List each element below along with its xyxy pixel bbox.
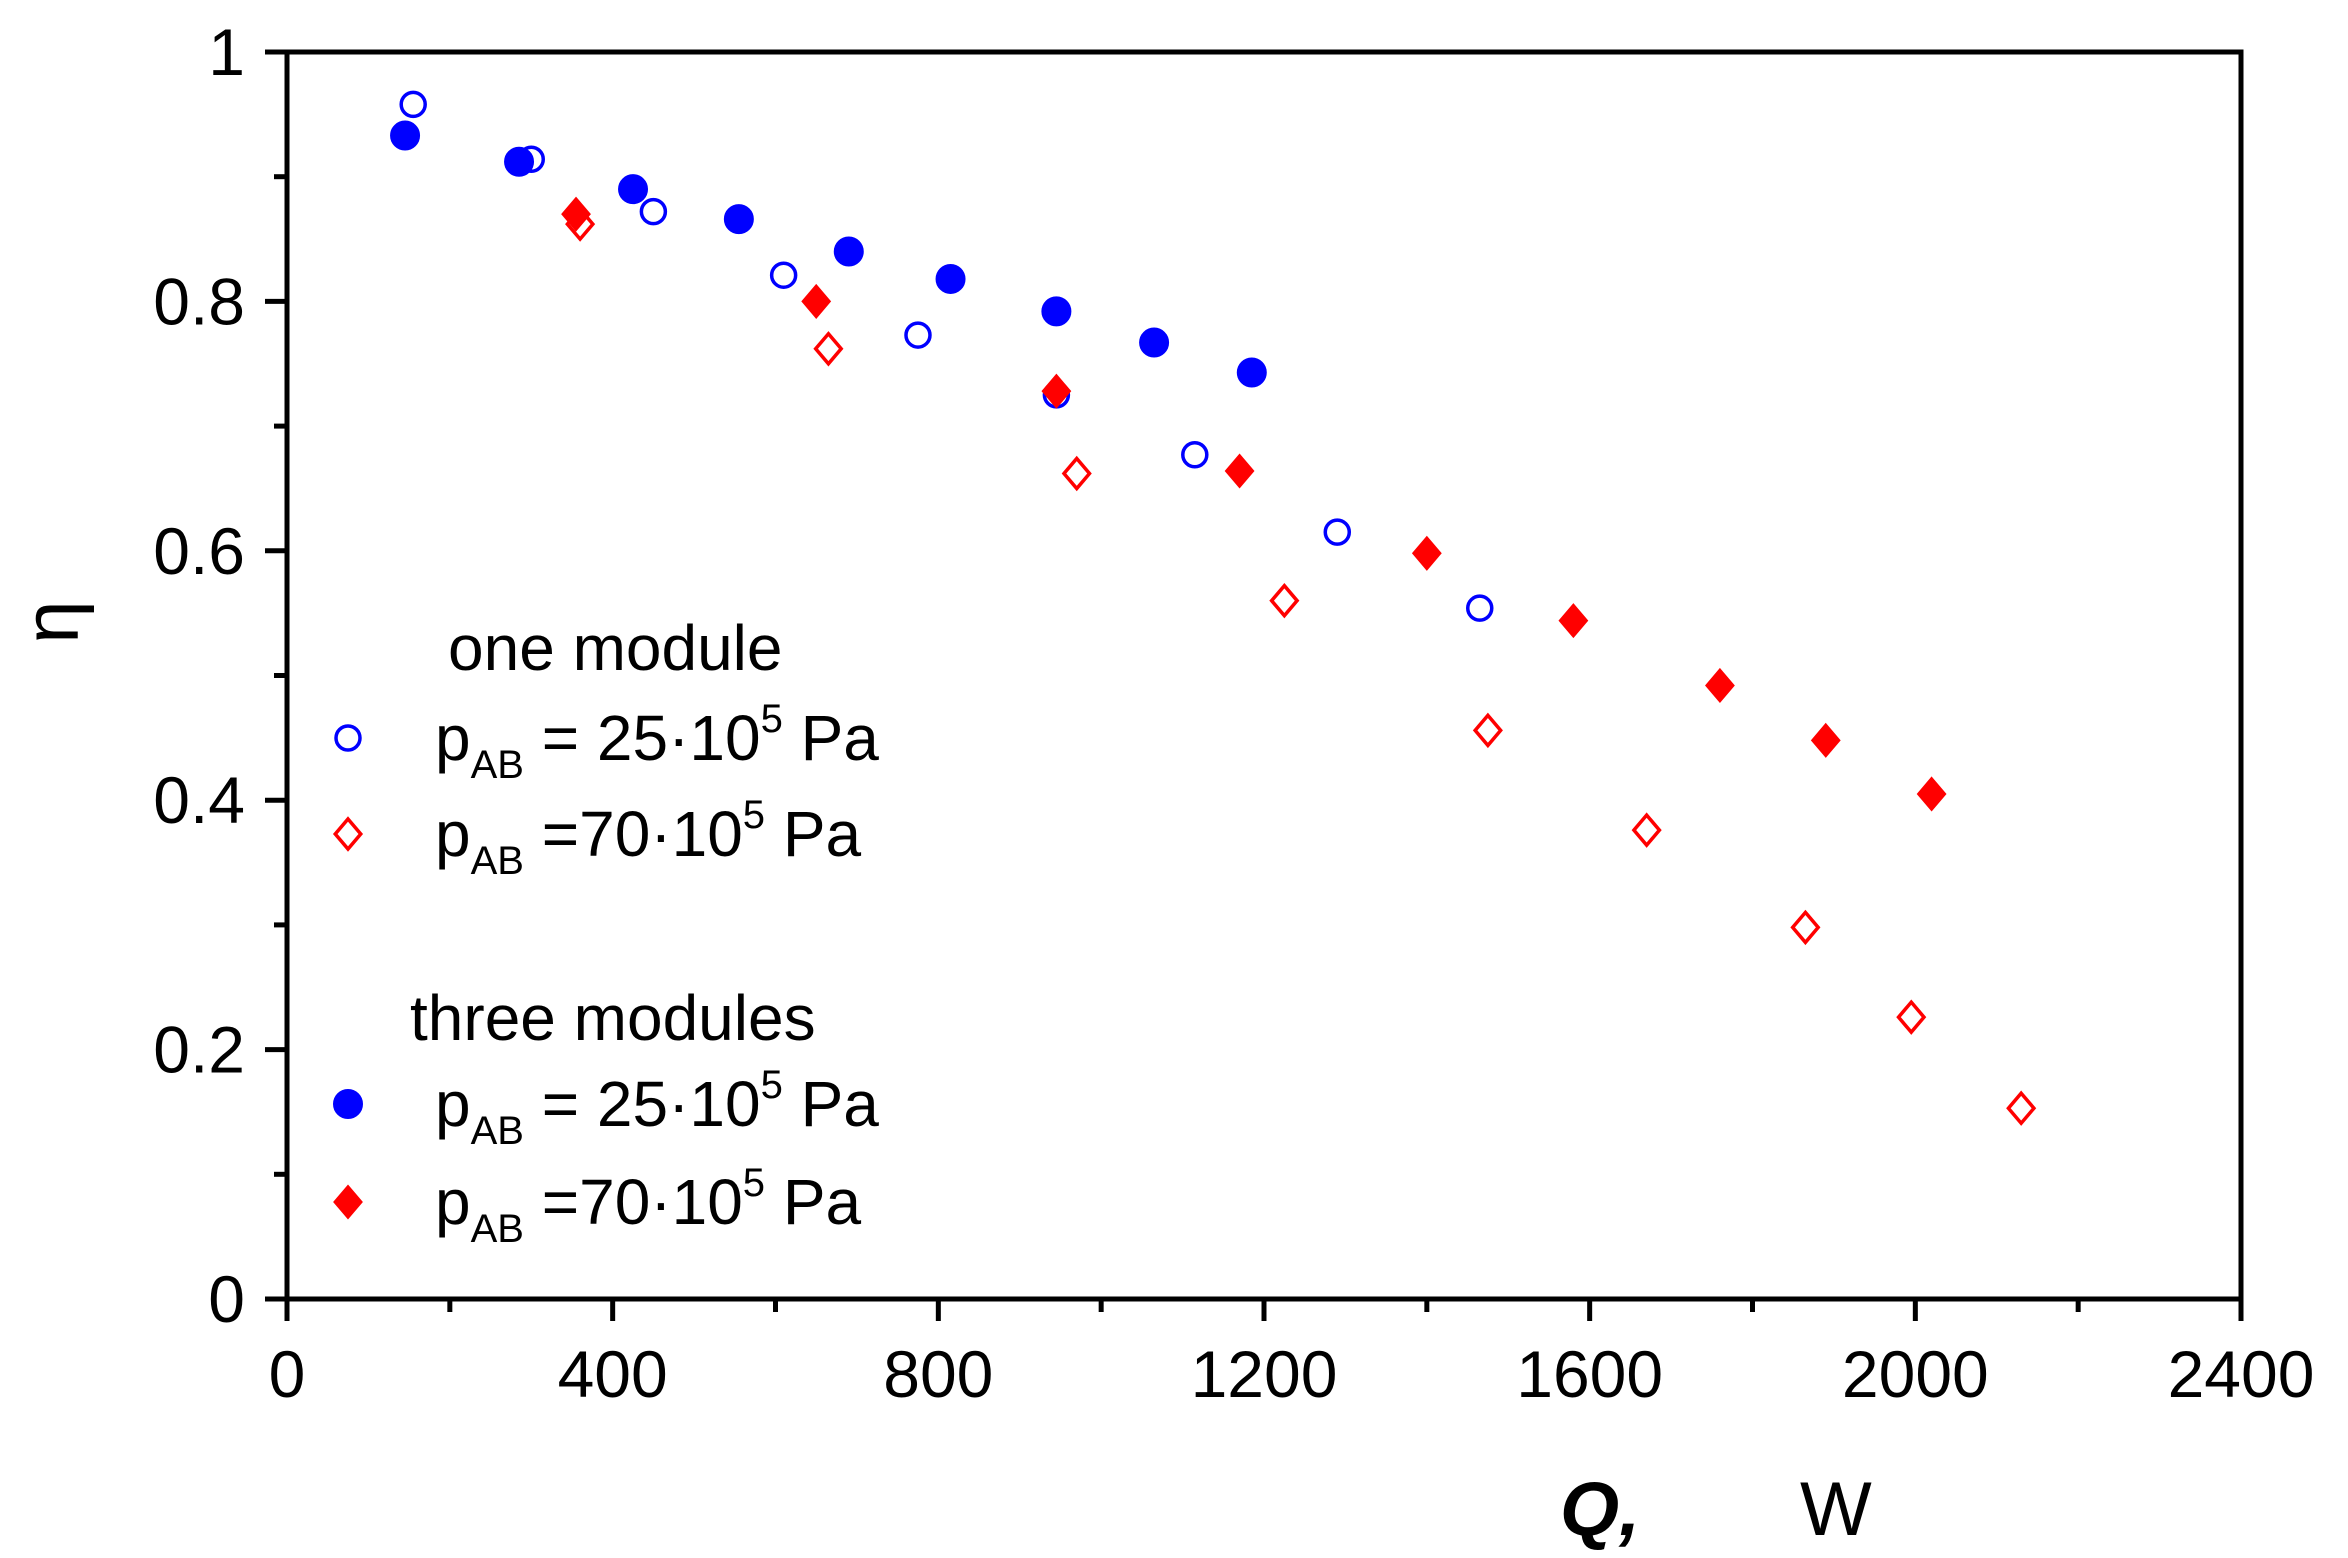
series-0 — [399, 90, 1494, 622]
x-axis-unit: W — [1800, 1467, 1872, 1552]
data-point — [390, 120, 421, 151]
x-tick-label: 2000 — [1842, 1337, 1989, 1411]
data-point — [561, 196, 591, 232]
data-point — [769, 261, 798, 289]
x-tick-label: 800 — [883, 1337, 993, 1411]
data-point — [639, 197, 668, 226]
data-point — [813, 331, 844, 367]
data-point — [1139, 327, 1170, 358]
legend-group-title: three modules — [410, 982, 816, 1054]
data-point — [1896, 999, 1927, 1035]
data-point — [1323, 518, 1352, 546]
data-point — [1810, 722, 1841, 758]
x-tick-label: 0 — [269, 1337, 306, 1411]
data-point — [1472, 712, 1503, 749]
data-marks — [390, 90, 2037, 1126]
data-point — [1558, 603, 1589, 639]
data-point — [1790, 909, 1821, 946]
y-tick-label: 0.6 — [153, 514, 245, 588]
legend-marker — [334, 724, 362, 752]
data-point — [801, 283, 832, 319]
data-point — [1705, 667, 1735, 704]
data-point — [833, 236, 864, 267]
data-point — [1466, 594, 1494, 622]
data-point — [1411, 535, 1442, 571]
x-tick-label: 2400 — [2168, 1337, 2315, 1411]
legend-marker — [333, 1184, 363, 1220]
y-tick-label: 0.8 — [153, 264, 245, 338]
legend-entry-label: pAB = 25·105 Pa — [435, 1063, 879, 1153]
legend-group-title: one module — [448, 612, 782, 684]
y-tick-label: 1 — [208, 15, 245, 89]
x-axis-label: Q, — [1560, 1467, 1640, 1552]
legend-marker — [333, 1089, 363, 1119]
x-tick-label: 400 — [558, 1337, 668, 1411]
data-point — [1269, 582, 1300, 619]
legend-marker — [332, 816, 364, 852]
y-tick-label: 0.4 — [153, 763, 245, 837]
data-point — [504, 146, 535, 177]
series-3 — [561, 196, 1947, 812]
data-point — [904, 321, 932, 349]
legend-entry-label: pAB = 25·105 Pa — [435, 697, 879, 787]
data-point — [1181, 441, 1209, 469]
legend-entry-label: pAB =70·105 Pa — [435, 793, 862, 883]
legend-entry-label: pAB =70·105 Pa — [435, 1161, 862, 1251]
y-tick-label: 0.2 — [153, 1013, 245, 1087]
series-2 — [390, 120, 1267, 388]
y-axis-label: η — [7, 600, 95, 643]
data-point — [1041, 296, 1072, 327]
x-tick-label: 1200 — [1191, 1337, 1338, 1411]
data-point — [1041, 373, 1072, 409]
data-point — [2006, 1090, 2037, 1126]
data-point — [935, 263, 966, 294]
data-point — [1236, 357, 1267, 388]
data-point — [1224, 453, 1255, 489]
data-point — [1916, 776, 1947, 812]
data-point — [1061, 455, 1092, 492]
data-point — [1631, 812, 1662, 848]
data-point — [399, 90, 427, 119]
data-point — [723, 204, 754, 235]
data-point — [618, 174, 649, 205]
axes: 0 400 800 1200 1600 2000 2400 0 0.2 0.4 0.6 0.8 1 — [153, 15, 2314, 1411]
x-tick-label: 1600 — [1516, 1337, 1663, 1411]
y-tick-label: 0 — [208, 1262, 245, 1336]
